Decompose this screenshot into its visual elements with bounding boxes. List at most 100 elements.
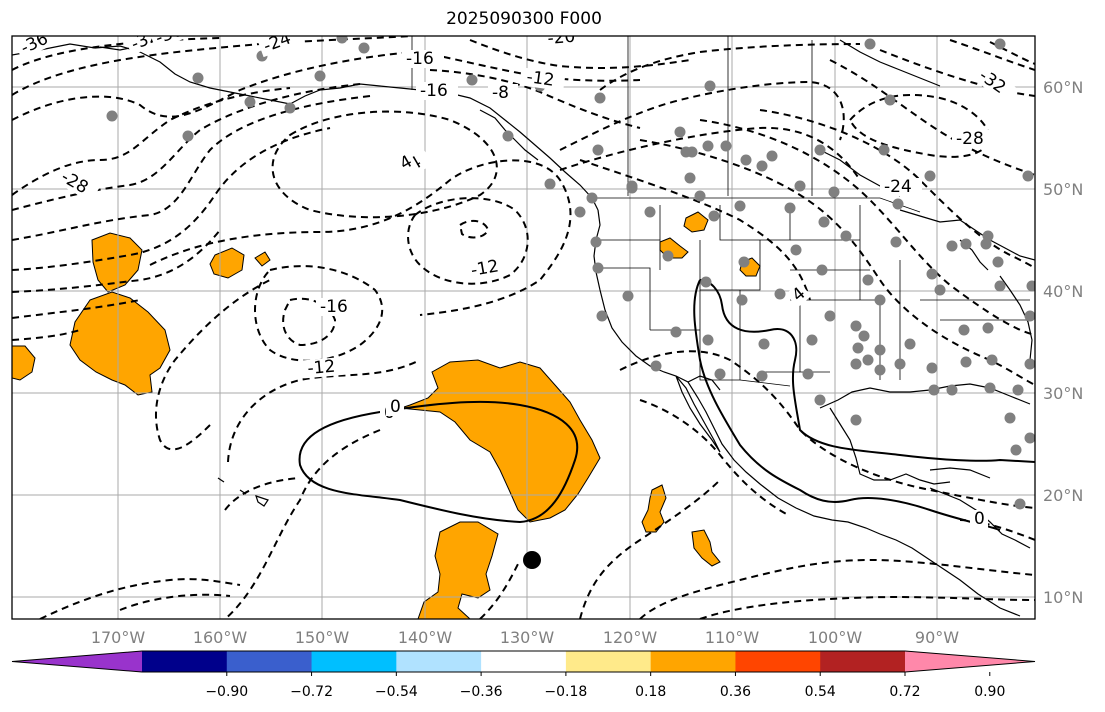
station-marker [926, 362, 938, 374]
anomaly-region [91, 232, 143, 293]
longitude-label: 150°W [295, 628, 350, 647]
colorbar-tick-label: 0.90 [974, 684, 1005, 700]
station-marker [670, 326, 682, 338]
station-marker [736, 294, 748, 306]
contour-label-background [54, 165, 100, 203]
station-marker [784, 202, 796, 214]
contour-labels: -36-32-28-24-20-16-12-8-404-36-32-28-24-… [14, 27, 1018, 529]
anomaly-region [254, 251, 271, 267]
station-marker [850, 320, 862, 332]
contour-label-background [465, 255, 511, 281]
contour-label-background [149, 36, 196, 50]
latitude-label: 50°N [1043, 180, 1083, 199]
longitude-label: 170°W [91, 628, 146, 647]
contour-label-background [316, 298, 358, 316]
station-marker [894, 358, 906, 370]
contour-label-background [972, 64, 1018, 104]
station-marker [758, 338, 770, 350]
station-marker [314, 70, 326, 82]
station-marker [738, 256, 750, 268]
station-marker [958, 324, 970, 336]
station-marker [1024, 358, 1035, 370]
latitude-label: 30°N [1043, 384, 1083, 403]
station-marker [774, 288, 786, 300]
contour-label-background [952, 130, 994, 148]
colorbar-tick-labels: −0.90 −0.72 −0.54 −0.36 −0.18 0.18 0.36 0.54 0.7… [205, 672, 1005, 700]
map-gridlines [12, 36, 1035, 619]
station-marker [814, 144, 826, 156]
black-marker [523, 551, 541, 569]
station-marker [686, 146, 698, 158]
colorbar-extend-max [905, 651, 1035, 672]
station-marker [824, 310, 836, 322]
station-marker [874, 344, 886, 356]
station-marker [192, 72, 204, 84]
station-marker [590, 236, 602, 248]
station-marker [928, 384, 940, 396]
station-marker [544, 178, 556, 190]
anomaly-region [69, 291, 171, 396]
colorbar-segment [820, 651, 906, 672]
station-marker [818, 216, 830, 228]
station-marker [874, 364, 886, 376]
contour-label-background [125, 36, 171, 56]
longitude-label: 110°W [705, 628, 760, 647]
latitude-label: 10°N [1043, 588, 1083, 607]
station-marker [1024, 432, 1035, 444]
contour-label-background [521, 67, 566, 92]
contour-label-background [386, 398, 404, 416]
station-marker [878, 144, 890, 156]
station-marker [802, 368, 814, 380]
station-marker [862, 354, 874, 366]
colorbar-tick-label: −0.72 [290, 684, 333, 700]
colorbar-segment [735, 651, 821, 672]
anomaly-region [641, 484, 667, 533]
station-marker [684, 172, 696, 184]
map-frame [11, 35, 1036, 620]
station-marker [864, 38, 876, 50]
colorbar-segment [396, 651, 482, 672]
station-marker [626, 180, 638, 192]
station-marker [592, 144, 604, 156]
contour-label-background [488, 84, 518, 102]
contour-label-background [542, 36, 587, 49]
station-marker [946, 240, 958, 252]
anomaly-region [209, 247, 245, 279]
station-marker [694, 190, 706, 202]
station-marker [850, 414, 862, 426]
contour-label: -28 [956, 129, 984, 149]
colorbar-tick-label: 0.72 [889, 684, 920, 700]
station-markers [106, 36, 1035, 510]
contour-label: -24 [884, 177, 912, 197]
station-marker [106, 110, 118, 122]
station-marker [1014, 498, 1026, 510]
station-marker [884, 94, 896, 106]
station-marker [858, 330, 870, 342]
contour-label: -12 [307, 357, 336, 379]
colorbar-segment [481, 651, 567, 672]
colorbar-outline [11, 650, 1036, 673]
contour-label: -20 [547, 27, 576, 49]
longitude-label: 120°W [603, 628, 658, 647]
station-marker [704, 80, 716, 92]
station-marker [596, 310, 608, 322]
station-marker [502, 130, 514, 142]
latitude-label: 60°N [1043, 78, 1083, 97]
station-marker [924, 170, 936, 182]
station-marker [790, 244, 802, 256]
anomaly-region [683, 211, 709, 233]
station-marker [852, 342, 864, 354]
contour-label: 0 [390, 397, 401, 417]
station-marker [336, 36, 348, 44]
station-marker [702, 334, 714, 346]
station-marker [828, 186, 840, 198]
contour-label-background [970, 510, 988, 528]
anomaly-region [12, 345, 36, 381]
longitude-label: 130°W [500, 628, 555, 647]
contour-label-background [402, 50, 444, 68]
contour-label-background [257, 36, 304, 58]
contour-label: -16 [420, 81, 448, 101]
station-marker [586, 192, 598, 204]
station-marker [358, 42, 370, 54]
station-marker [840, 230, 852, 242]
